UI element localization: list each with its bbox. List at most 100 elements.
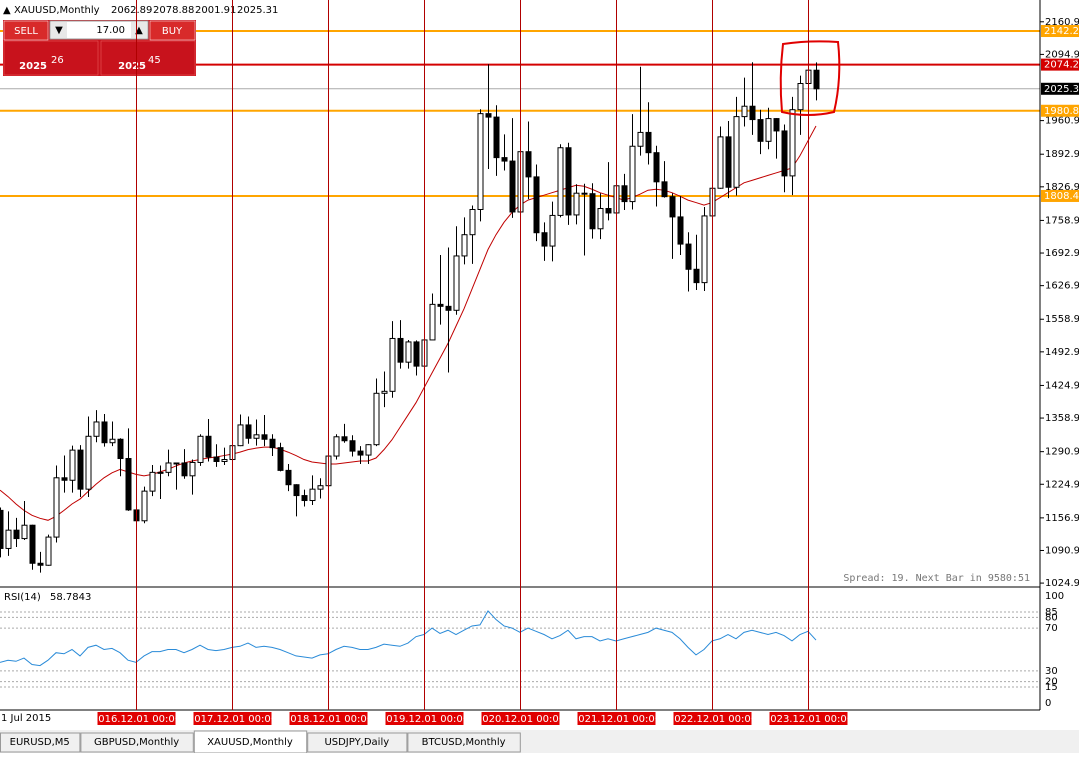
candle-body: [261, 434, 268, 440]
candle-body: [413, 341, 420, 367]
sell-label[interactable]: SELL: [14, 26, 38, 37]
buy-price-pips[interactable]: 45: [148, 55, 161, 66]
candle-body: [765, 118, 772, 142]
sell-price-main[interactable]: 2025: [19, 61, 47, 72]
candle-body: [5, 529, 12, 549]
candle-body: [645, 131, 652, 154]
candle-body: [117, 438, 124, 460]
candle-body: [157, 471, 164, 474]
candle-body: [469, 208, 476, 236]
y-tick-label: 1558.90: [1045, 314, 1079, 325]
tab[interactable]: [407, 732, 521, 753]
candle-body: [685, 243, 692, 270]
buy-price-box[interactable]: [100, 40, 196, 76]
lot-input[interactable]: [49, 20, 149, 40]
level-label-bg: [1041, 58, 1079, 71]
header-open: 2062.89: [111, 5, 152, 16]
y-tick-label: 2094.90: [1045, 49, 1079, 60]
lot-increase-icon[interactable]: ▲: [135, 25, 143, 36]
candle-body: [93, 421, 100, 437]
candle-body: [13, 529, 20, 540]
candle-body: [541, 232, 548, 247]
candle-body: [197, 435, 204, 463]
candle-body: [277, 447, 284, 471]
y-tick-label: 1090.90: [1045, 545, 1079, 556]
candle-body: [397, 337, 404, 363]
candle-body: [213, 456, 220, 462]
lot-decrease-icon[interactable]: ▼: [55, 25, 63, 36]
lot-increase[interactable]: [131, 22, 147, 38]
level-label: 1980.84: [1044, 106, 1079, 117]
candle-body: [453, 255, 460, 311]
tab-label[interactable]: USDJPY,Daily: [324, 737, 389, 748]
candle-body: [365, 444, 372, 456]
y-tick-label: 1758.90: [1045, 215, 1079, 226]
y-tick-label: 1290.90: [1045, 447, 1079, 458]
candle-body: [693, 268, 700, 284]
tab-label[interactable]: BTCUSD,Monthly: [422, 737, 506, 748]
level-label-bg: [1041, 82, 1079, 95]
rsi-label: RSI(14): [4, 592, 41, 603]
buy-label[interactable]: BUY: [162, 26, 183, 37]
buy-button[interactable]: [149, 20, 196, 41]
lot-decrease[interactable]: [51, 22, 67, 38]
candle-body: [301, 495, 308, 502]
tab[interactable]: [307, 732, 408, 753]
tabs: EURUSD,M5 GBPUSD,Monthly XAUUSD,Monthly USD…: [0, 730, 521, 754]
candle-body: [349, 440, 356, 452]
header-icon: ▲: [3, 5, 11, 16]
candle-body: [85, 435, 92, 490]
lot-value[interactable]: 17.00: [96, 25, 125, 36]
y-tick-label: 1626.90: [1045, 281, 1079, 292]
tab[interactable]: [80, 732, 194, 753]
date-label-bg: [97, 712, 176, 725]
candle-body: [61, 477, 68, 481]
candle-body: [293, 484, 300, 497]
one-click-trading: SELL BUY ▼ ▲ 17.00 2025 26 2025 45: [3, 20, 196, 76]
candle-body: [181, 462, 188, 477]
candle-body: [733, 116, 740, 188]
candle-body: [669, 196, 676, 218]
tab-label[interactable]: EURUSD,M5: [10, 737, 70, 748]
candle-body: [757, 119, 764, 142]
date-label-bg: [769, 712, 848, 725]
candle-body: [173, 462, 180, 465]
candle-body: [637, 131, 644, 147]
y-tick-label: 1156.90: [1045, 513, 1079, 524]
date-label: 2016.12.01 00:00: [92, 714, 181, 725]
level-label: 1808.40: [1044, 191, 1079, 202]
tab[interactable]: [0, 732, 81, 753]
candle-body: [285, 469, 292, 486]
candle-body: [189, 461, 196, 477]
tab-label[interactable]: XAUUSD,Monthly: [207, 737, 293, 748]
candle-body: [725, 136, 732, 188]
candle-body: [0, 509, 4, 549]
candle-body: [69, 449, 76, 481]
candle-body: [461, 234, 468, 257]
candle-body: [621, 185, 628, 203]
level-label: 2142.22: [1044, 26, 1079, 37]
candle-body: [357, 450, 364, 456]
date-label: 2022.12.01 00:00: [668, 714, 757, 725]
y-tick-label: 1826.90: [1045, 182, 1079, 193]
level-label-bg: [1041, 25, 1079, 38]
rsi-tick-label: 30: [1045, 666, 1058, 677]
sell-button[interactable]: [3, 20, 49, 41]
date-label-bg: [385, 712, 464, 725]
chart-background: [0, 0, 1079, 730]
candle-body: [509, 160, 516, 213]
tab-label[interactable]: GBPUSD,Monthly: [94, 737, 179, 748]
y-tick-label: 1960.90: [1045, 116, 1079, 127]
candle-body: [773, 118, 780, 132]
date-label: 2017.12.01 00:00: [188, 714, 277, 725]
rsi-tick-label: 80: [1045, 612, 1058, 623]
buy-price-main[interactable]: 2025: [118, 61, 146, 72]
header-high: 2078.88: [153, 5, 194, 16]
rsi-tick-label: 70: [1045, 623, 1058, 634]
candle-body: [45, 536, 52, 566]
sell-price-pips[interactable]: 26: [51, 55, 64, 66]
sell-price-box[interactable]: [3, 40, 99, 76]
candle-body: [525, 151, 532, 178]
date-label-bg: [577, 712, 656, 725]
y-tick-label: 1892.90: [1045, 149, 1079, 160]
